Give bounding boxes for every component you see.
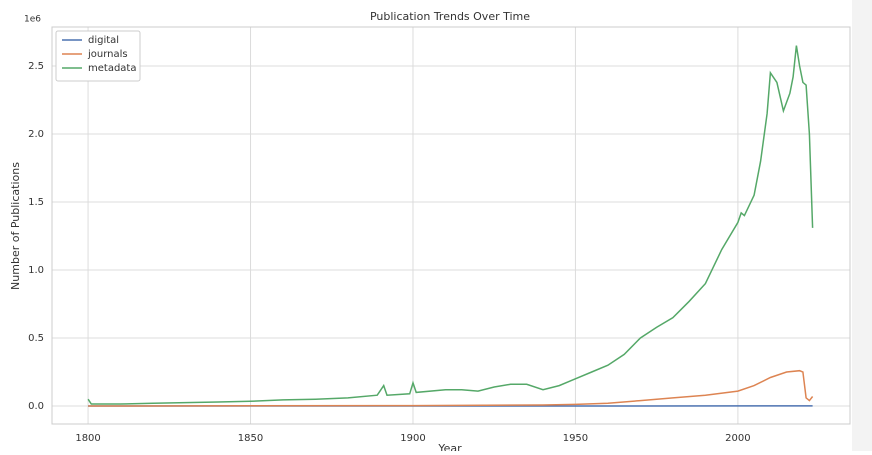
legend-label: metadata	[88, 63, 136, 74]
plot-frame	[52, 27, 850, 424]
x-tick-label: 1850	[238, 433, 263, 444]
legend-label: digital	[88, 35, 119, 46]
x-tick-label: 2000	[725, 433, 750, 444]
y-axis-label: Number of Publications	[9, 162, 22, 290]
legend-label: journals	[87, 49, 128, 60]
y-tick-label: 2.0	[28, 129, 44, 140]
y-tick-label: 0.5	[28, 333, 44, 344]
x-axis-label: Year	[437, 442, 462, 451]
y-tick-label: 0.0	[28, 401, 44, 412]
x-tick-label: 1950	[563, 433, 588, 444]
x-tick-label: 1800	[75, 433, 100, 444]
x-tick-label: 1900	[400, 433, 425, 444]
y-tick-label: 1.5	[28, 197, 44, 208]
y-offset-label: 1e6	[24, 15, 41, 25]
scroll-edge	[852, 0, 872, 451]
y-tick-label: 2.5	[28, 61, 44, 72]
chart-title: Publication Trends Over Time	[370, 10, 530, 23]
series-line	[88, 371, 813, 406]
series-line	[88, 46, 813, 404]
y-tick-label: 1.0	[28, 265, 44, 276]
